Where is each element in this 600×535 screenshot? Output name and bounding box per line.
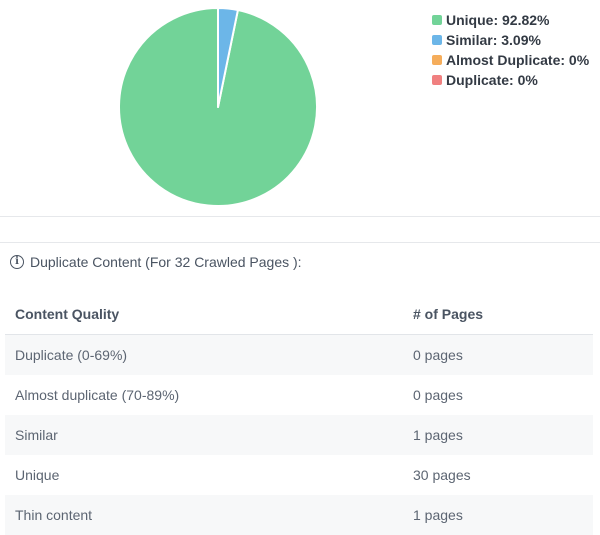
legend-item-unique[interactable]: Unique: 92.82% — [432, 10, 589, 30]
legend-label: Duplicate: 0% — [446, 72, 538, 88]
cell-pages: 30 pages — [403, 455, 593, 495]
duplicate-content-table: Content Quality # of Pages Duplicate (0-… — [5, 294, 593, 535]
table-row: Almost duplicate (70-89%) 0 pages — [5, 375, 593, 415]
cell-pages: 0 pages — [403, 375, 593, 415]
legend-swatch — [432, 35, 442, 45]
cell-content-quality: Thin content — [5, 495, 403, 535]
legend-label: Similar: 3.09% — [446, 32, 541, 48]
cell-content-quality: Unique — [5, 455, 403, 495]
cell-pages: 1 pages — [403, 495, 593, 535]
divider — [0, 216, 600, 217]
column-header-content-quality: Content Quality — [5, 294, 403, 335]
cell-pages: 1 pages — [403, 415, 593, 455]
legend-label: Almost Duplicate: 0% — [446, 52, 590, 68]
column-header-pages: # of Pages — [403, 294, 593, 335]
legend-swatch — [432, 75, 442, 85]
legend-item-similar[interactable]: Similar: 3.09% — [432, 30, 589, 50]
table-row: Thin content 1 pages — [5, 495, 593, 535]
cell-content-quality: Almost duplicate (70-89%) — [5, 375, 403, 415]
chart-legend: Unique: 92.82% Similar: 3.09% Almost Dup… — [432, 10, 589, 90]
legend-item-duplicate[interactable]: Duplicate: 0% — [432, 70, 589, 90]
legend-swatch — [432, 55, 442, 65]
divider — [0, 242, 600, 243]
legend-label: Unique: 92.82% — [446, 12, 550, 28]
info-icon[interactable]: i — [10, 255, 24, 269]
table-row: Duplicate (0-69%) 0 pages — [5, 334, 593, 375]
table-row: Unique 30 pages — [5, 455, 593, 495]
legend-item-almost-duplicate[interactable]: Almost Duplicate: 0% — [432, 50, 589, 70]
chart-area: Unique: 92.82% Similar: 3.09% Almost Dup… — [0, 0, 600, 216]
section-heading-text: Duplicate Content (For 32 Crawled Pages … — [30, 254, 302, 270]
cell-content-quality: Similar — [5, 415, 403, 455]
section-heading: i Duplicate Content (For 32 Crawled Page… — [10, 254, 302, 270]
table-header-row: Content Quality # of Pages — [5, 294, 593, 335]
pie-slice-similar[interactable] — [217, 7, 239, 108]
table-row: Similar 1 pages — [5, 415, 593, 455]
pie-chart — [118, 7, 318, 207]
cell-pages: 0 pages — [403, 334, 593, 375]
legend-swatch — [432, 15, 442, 25]
cell-content-quality: Duplicate (0-69%) — [5, 334, 403, 375]
